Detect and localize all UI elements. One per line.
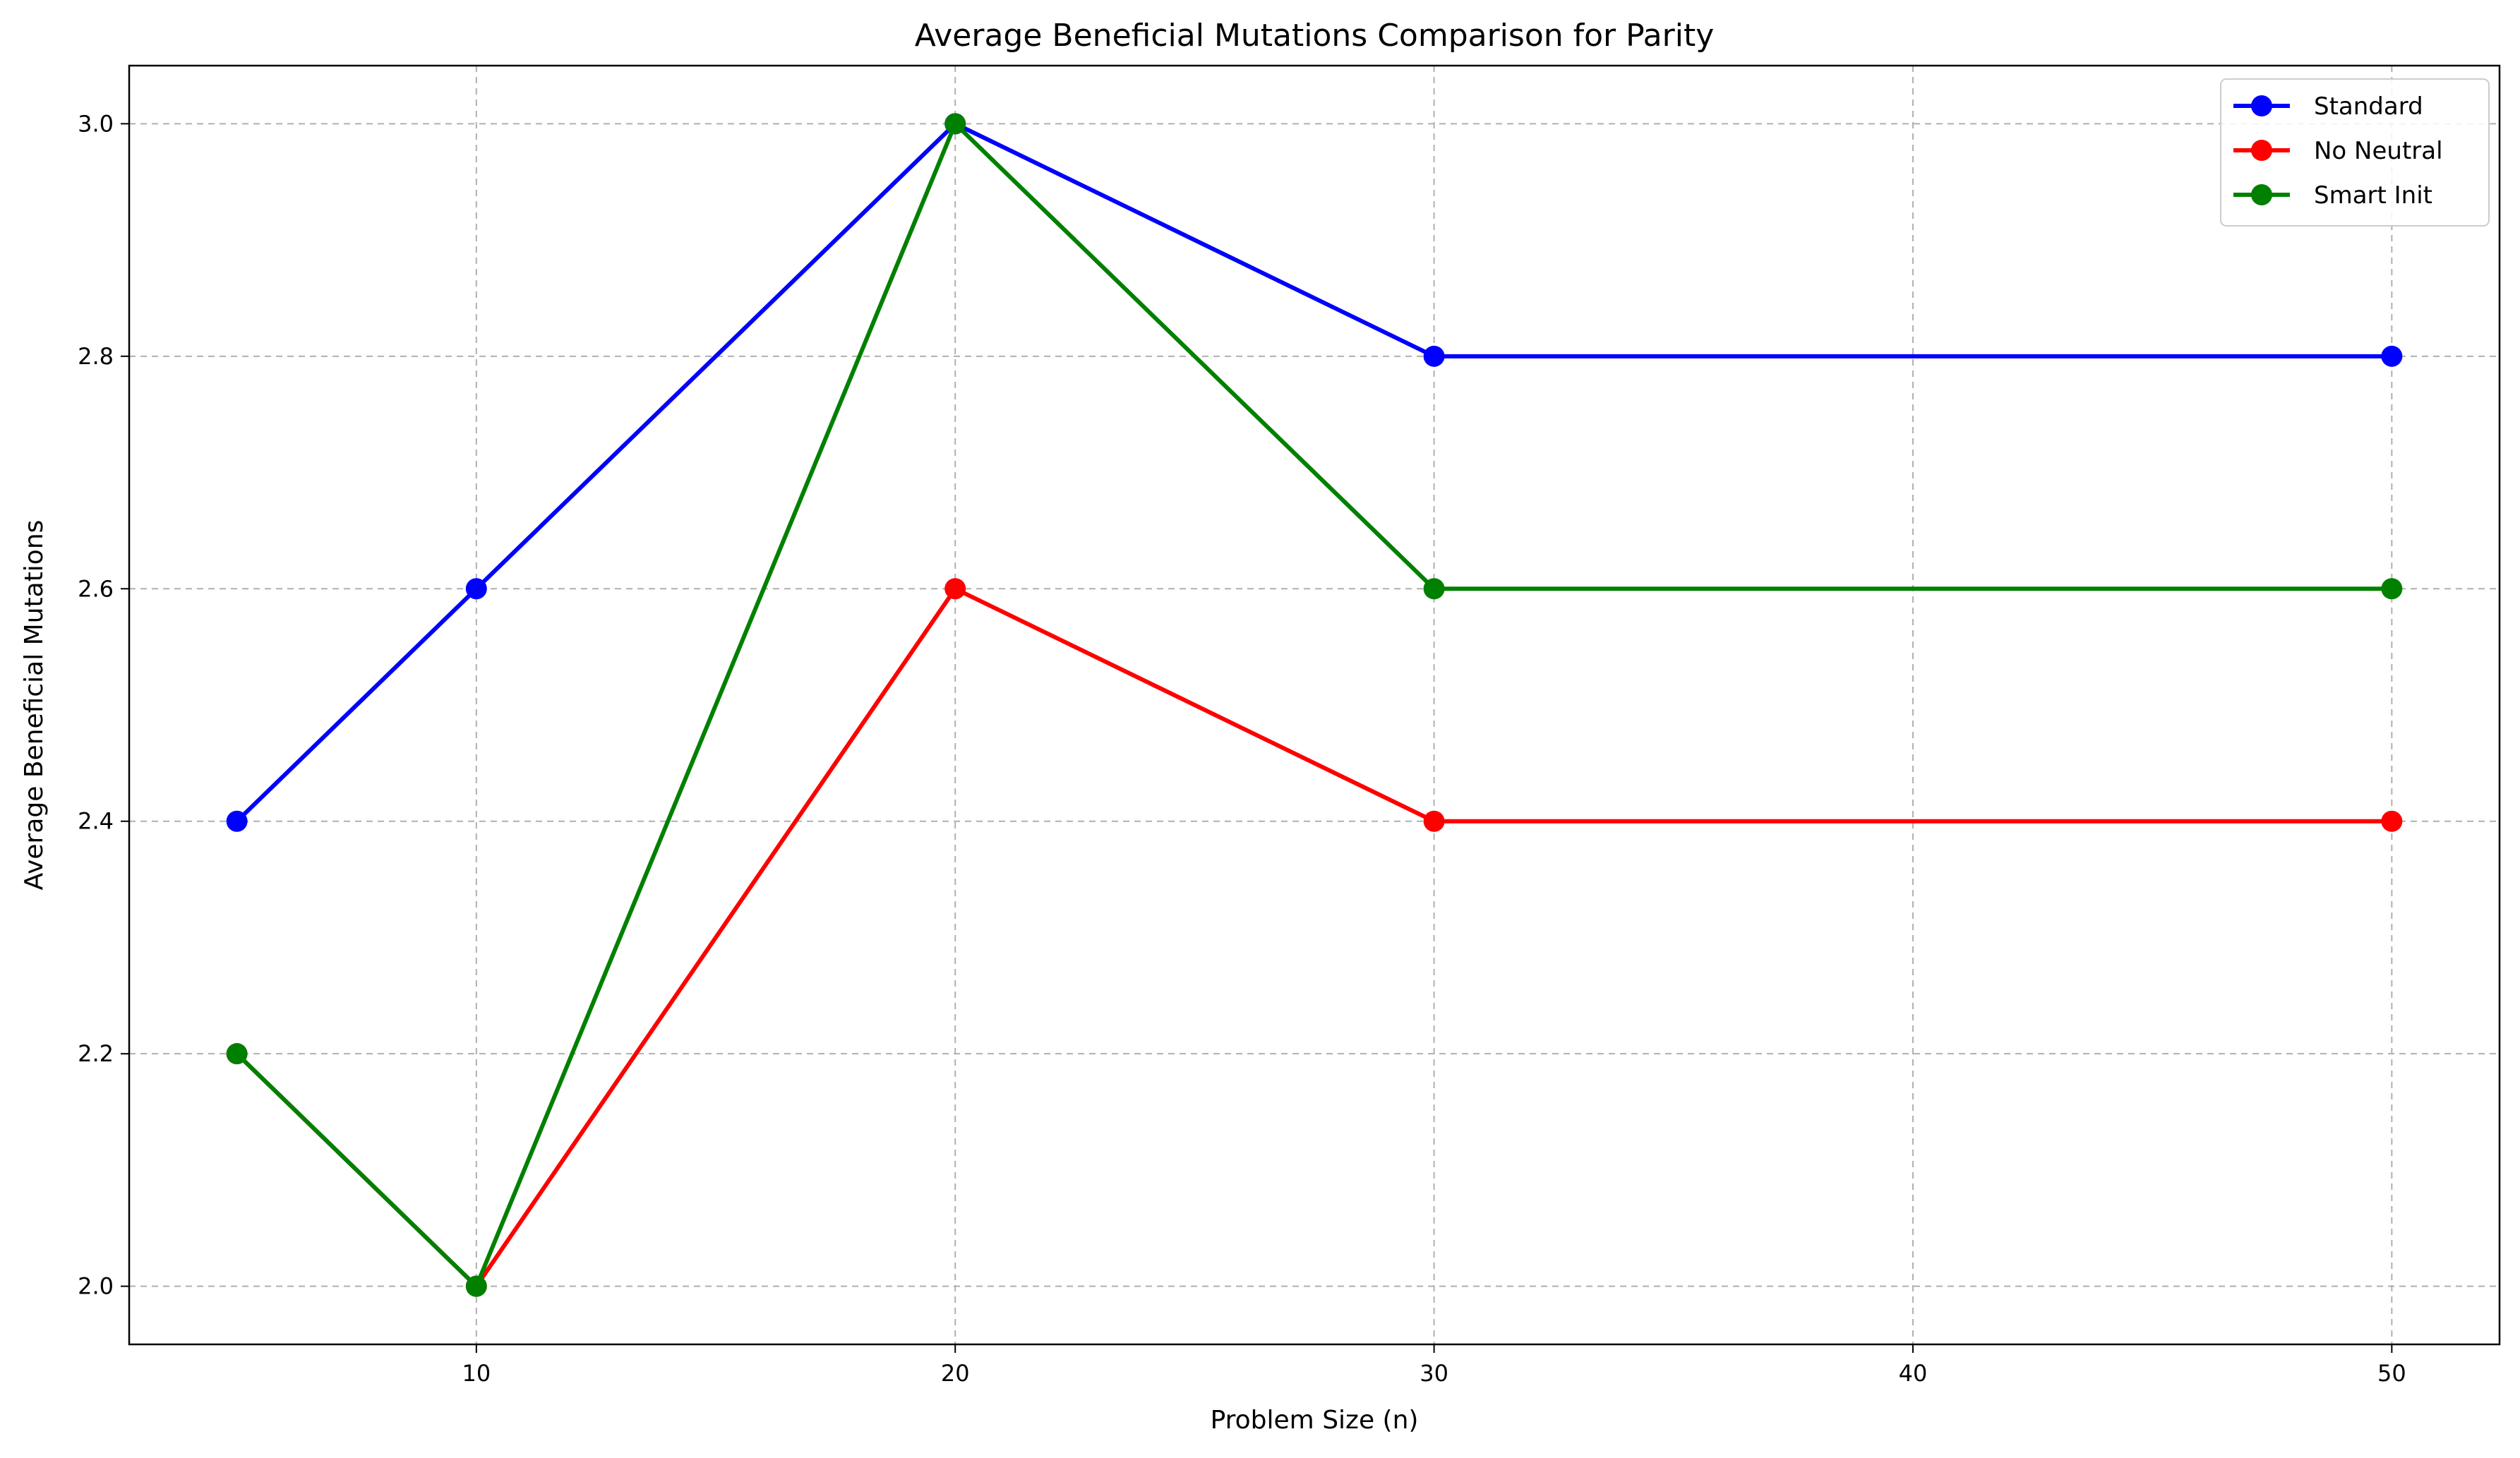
y-axis-ticks: 2.0 2.2 2.4 2.6 2.8 3.0 bbox=[78, 110, 129, 1300]
data-point bbox=[226, 1043, 248, 1065]
y-tick-label: 2.6 bbox=[78, 575, 114, 602]
data-point bbox=[2381, 578, 2403, 600]
series-group bbox=[226, 113, 2403, 1297]
data-point bbox=[2381, 345, 2403, 367]
x-tick-label: 30 bbox=[1420, 1360, 1448, 1387]
legend-marker bbox=[2251, 184, 2272, 205]
data-point bbox=[226, 810, 248, 832]
data-point bbox=[1423, 578, 1445, 600]
legend-item: Smart Init bbox=[2233, 181, 2432, 210]
legend-item: No Neutral bbox=[2233, 137, 2443, 165]
legend-label: Standard bbox=[2314, 92, 2423, 121]
legend-marker bbox=[2251, 95, 2272, 116]
legend-item: Standard bbox=[2233, 92, 2423, 121]
data-point bbox=[465, 1275, 487, 1297]
data-point bbox=[1423, 345, 1445, 367]
y-tick-label: 2.2 bbox=[78, 1040, 114, 1067]
y-tick-label: 3.0 bbox=[78, 110, 114, 137]
legend-label: No Neutral bbox=[2314, 137, 2443, 165]
legend-label: Smart Init bbox=[2314, 181, 2432, 210]
data-point bbox=[944, 113, 966, 135]
legend: Standard No Neutral Smart Init bbox=[2220, 78, 2490, 227]
x-axis-ticks: 10 20 30 40 50 bbox=[462, 1344, 2406, 1387]
legend-box bbox=[2220, 78, 2490, 227]
data-point bbox=[2381, 810, 2403, 832]
series-smart-init bbox=[226, 113, 2403, 1297]
y-tick-label: 2.4 bbox=[78, 808, 114, 835]
plot-area-frame bbox=[128, 64, 2501, 1346]
x-axis-label: Problem Size (n) bbox=[1211, 1406, 1419, 1435]
legend-marker bbox=[2251, 140, 2272, 161]
chart-title: Average Beneficial Mutations Comparison … bbox=[915, 18, 1714, 54]
x-tick-label: 10 bbox=[462, 1360, 491, 1387]
data-point bbox=[1423, 810, 1445, 832]
data-point bbox=[944, 578, 966, 600]
x-tick-label: 40 bbox=[1899, 1360, 1928, 1387]
data-point bbox=[465, 578, 487, 600]
y-tick-label: 2.0 bbox=[78, 1273, 114, 1300]
x-tick-label: 50 bbox=[2377, 1360, 2406, 1387]
grid bbox=[129, 66, 2500, 1344]
y-tick-label: 2.8 bbox=[78, 343, 114, 370]
x-tick-label: 20 bbox=[941, 1360, 970, 1387]
y-axis-label: Average Beneficial Mutations bbox=[20, 520, 49, 891]
